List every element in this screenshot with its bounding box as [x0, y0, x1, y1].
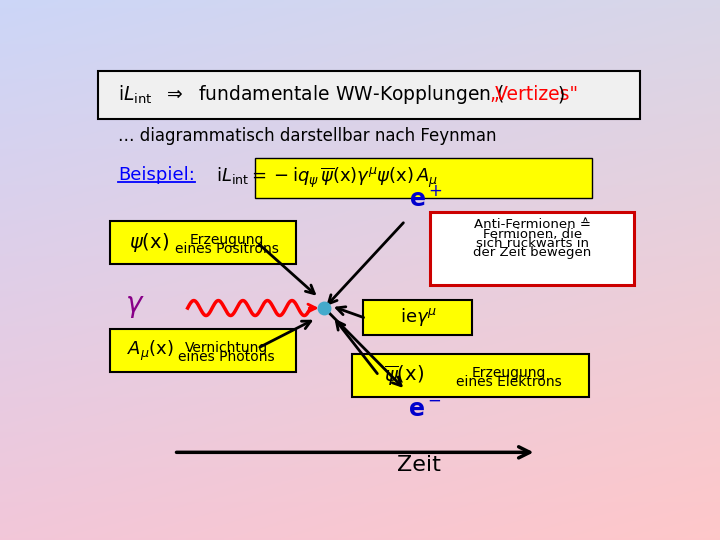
Text: e$^+$: e$^+$	[409, 186, 443, 211]
Text: Erzeugung: Erzeugung	[472, 366, 546, 380]
Text: „Vertizes": „Vertizes"	[489, 85, 578, 104]
FancyBboxPatch shape	[431, 212, 634, 285]
FancyBboxPatch shape	[109, 221, 297, 265]
Text: ): )	[557, 85, 565, 104]
Text: ie$\gamma^\mu$: ie$\gamma^\mu$	[400, 306, 436, 328]
FancyBboxPatch shape	[352, 354, 590, 397]
Text: Beispiel:: Beispiel:	[118, 166, 195, 184]
Text: $A_\mu$(x): $A_\mu$(x)	[127, 339, 174, 363]
Text: Erzeugung: Erzeugung	[189, 233, 264, 247]
Text: $\mathrm{i}L_{\mathrm{int}} = -\mathrm{i}q_\psi\,\overline{\psi}(\mathrm{x})\gam: $\mathrm{i}L_{\mathrm{int}} = -\mathrm{i…	[215, 166, 438, 190]
Text: der Zeit bewegen: der Zeit bewegen	[473, 246, 592, 259]
Text: Fermionen, die: Fermionen, die	[483, 227, 582, 240]
Text: eines Positrons: eines Positrons	[175, 241, 279, 255]
Text: $\overline{\psi}$(x): $\overline{\psi}$(x)	[384, 363, 423, 388]
Text: Vernichtung: Vernichtung	[185, 341, 269, 355]
Text: e$^-$: e$^-$	[408, 399, 441, 422]
FancyBboxPatch shape	[364, 300, 472, 335]
Text: … diagrammatisch darstellbar nach Feynman: … diagrammatisch darstellbar nach Feynma…	[118, 127, 496, 145]
Text: Anti-Fermionen ≙: Anti-Fermionen ≙	[474, 218, 591, 231]
Text: Zeit: Zeit	[397, 455, 441, 475]
FancyBboxPatch shape	[109, 329, 297, 373]
Text: i$L_{\rm int}$  $\Rightarrow$  fundamentale WW-Kopplungen (: i$L_{\rm int}$ $\Rightarrow$ fundamental…	[118, 83, 505, 106]
FancyBboxPatch shape	[99, 71, 639, 119]
Text: $\psi$(x): $\psi$(x)	[129, 231, 168, 254]
Text: eines Photons: eines Photons	[179, 350, 275, 364]
FancyBboxPatch shape	[255, 158, 592, 198]
Text: $\gamma$: $\gamma$	[125, 292, 145, 320]
Text: eines Elektrons: eines Elektrons	[456, 375, 562, 389]
Text: sich rückwärts in: sich rückwärts in	[476, 237, 589, 249]
